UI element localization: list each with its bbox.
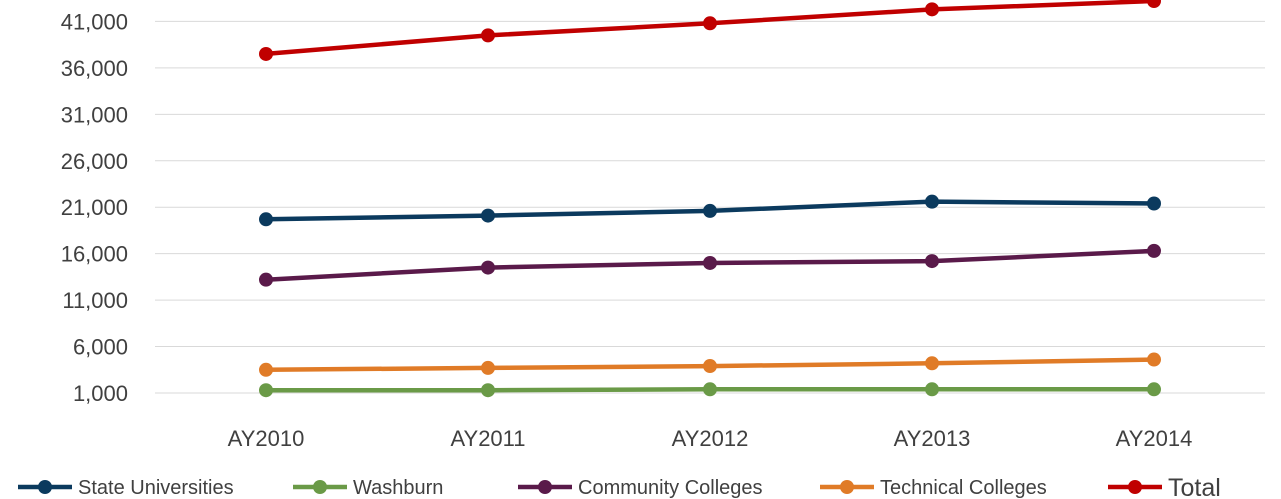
legend-label: Total	[1168, 474, 1221, 499]
data-point	[925, 194, 939, 209]
data-point	[481, 208, 495, 223]
y-tick-label: 6,000	[73, 335, 128, 360]
data-point	[481, 360, 495, 375]
data-point	[259, 212, 273, 227]
data-point	[259, 46, 273, 61]
data-point	[925, 2, 939, 17]
series-3	[259, 352, 1161, 377]
y-tick-label: 36,000	[61, 56, 128, 81]
data-point	[925, 356, 939, 371]
legend-swatch-marker	[1128, 480, 1142, 494]
y-tick-label: 41,000	[61, 9, 128, 34]
data-point	[259, 362, 273, 377]
legend-label: Community Colleges	[578, 477, 763, 499]
data-point	[1147, 0, 1161, 8]
x-tick-label: AY2010	[228, 426, 305, 451]
legend-item: Technical Colleges	[820, 477, 1047, 499]
data-point	[1147, 196, 1161, 211]
data-point	[1147, 352, 1161, 367]
data-point	[481, 260, 495, 275]
data-point	[481, 383, 495, 398]
x-tick-label: AY2013	[894, 426, 971, 451]
legend-item: Washburn	[293, 477, 443, 499]
series-1	[259, 382, 1161, 398]
y-tick-label: 26,000	[61, 149, 128, 174]
legend-item: Total	[1108, 474, 1221, 499]
data-point	[703, 359, 717, 374]
series-0	[259, 194, 1161, 227]
data-point	[259, 383, 273, 398]
y-tick-label: 11,000	[62, 288, 128, 313]
legend-swatch-marker	[313, 480, 327, 494]
data-point	[703, 16, 717, 31]
y-tick-label: 16,000	[61, 242, 128, 267]
data-point	[1147, 243, 1161, 258]
legend-item: Community Colleges	[518, 477, 763, 499]
data-point	[925, 382, 939, 397]
y-axis: 1,000 6,000 11,000 16,000 21,000 26,000 31,000…	[61, 9, 128, 406]
x-tick-label: AY2012	[672, 426, 749, 451]
legend-swatch-marker	[840, 480, 854, 494]
data-point	[703, 203, 717, 218]
y-tick-label: 21,000	[61, 195, 128, 220]
legend: State Universities Washburn Community Coll…	[18, 474, 1221, 499]
data-point	[481, 28, 495, 43]
data-point	[925, 254, 939, 269]
legend-swatch-marker	[38, 480, 52, 494]
y-tick-label: 1,000	[73, 381, 128, 406]
x-tick-label: AY2011	[450, 426, 525, 451]
legend-label: Washburn	[353, 477, 443, 499]
data-point	[1147, 382, 1161, 397]
y-tick-label: 31,000	[61, 102, 128, 127]
legend-label: State Universities	[78, 477, 234, 499]
data-point	[703, 255, 717, 270]
x-axis: AY2010 AY2011 AY2012 AY2013 AY2014	[228, 426, 1193, 451]
legend-item: State Universities	[18, 477, 234, 499]
data-point	[703, 382, 717, 397]
legend-label: Technical Colleges	[880, 477, 1047, 499]
series-4	[259, 0, 1161, 61]
series-2	[259, 243, 1161, 287]
x-tick-label: AY2014	[1116, 426, 1193, 451]
data-point	[259, 272, 273, 287]
legend-swatch-marker	[538, 480, 552, 494]
series-lines	[259, 0, 1161, 398]
